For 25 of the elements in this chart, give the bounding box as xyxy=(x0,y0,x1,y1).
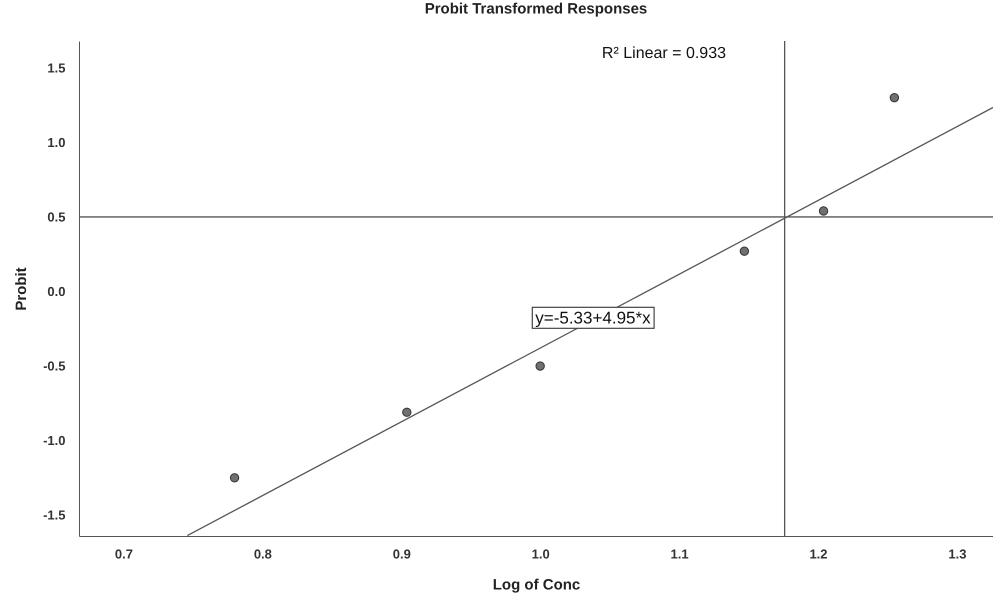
y-axis-title: Probit xyxy=(13,267,30,311)
y-tick-label: -1.0 xyxy=(43,433,66,448)
y-tick-label: 0.0 xyxy=(47,284,66,299)
x-tick-label: 1.1 xyxy=(670,546,689,562)
point xyxy=(818,206,828,216)
x-axis-title: Log of Conc xyxy=(492,576,580,594)
point xyxy=(740,246,750,256)
x-tick-label: 0.7 xyxy=(114,546,133,562)
x-tick-label: 0.8 xyxy=(254,546,272,562)
x-tick-label: 1.2 xyxy=(809,546,828,562)
chart-title: Probit Transformed Responses xyxy=(424,0,648,18)
point xyxy=(535,361,545,371)
point xyxy=(890,92,900,102)
y-tick-label: 1.0 xyxy=(47,134,66,150)
x-tick-label: 0.9 xyxy=(392,546,411,562)
x-tick-label: 1.0 xyxy=(532,546,550,562)
point xyxy=(230,473,240,483)
point xyxy=(402,408,412,417)
annotation: y=-5.33+4.95*x xyxy=(535,308,652,328)
y-tick-label: -0.5 xyxy=(43,358,66,374)
y-tick-label: 1.5 xyxy=(47,60,66,76)
y-tick-label: -1.5 xyxy=(43,508,66,523)
y-tick-label: 0.5 xyxy=(47,209,66,224)
annotation: R² Linear = 0.933 xyxy=(602,45,726,62)
x-tick-label: 1.3 xyxy=(948,546,966,562)
